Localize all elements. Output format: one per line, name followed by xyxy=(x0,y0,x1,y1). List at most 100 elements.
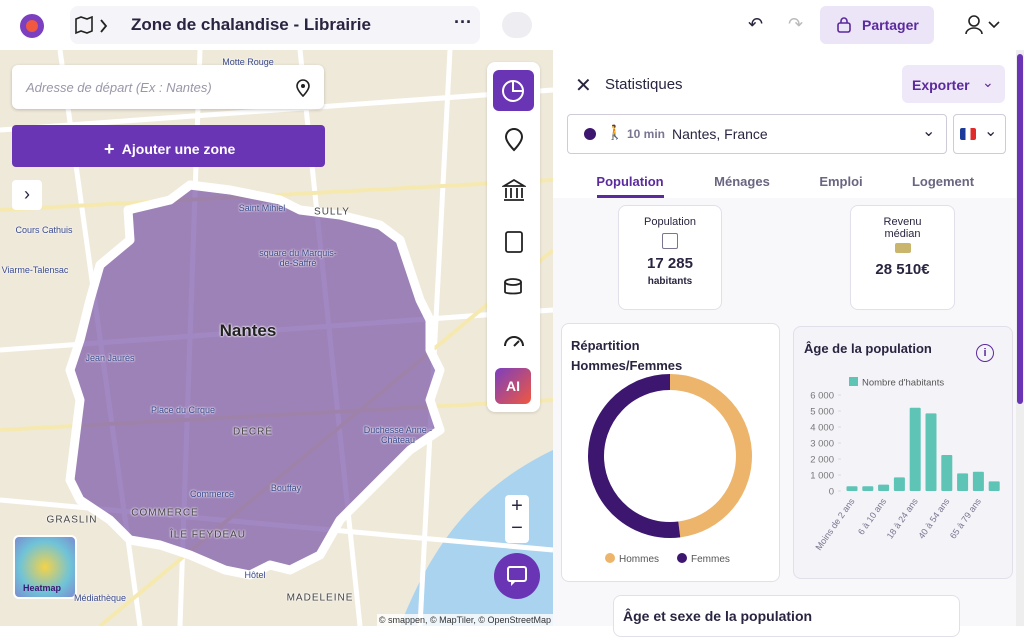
bar xyxy=(957,473,969,491)
card-value: 17 285 xyxy=(647,255,693,272)
x-tick-label: 6 à 10 ans xyxy=(856,496,889,537)
heatmap-toggle[interactable]: Heatmap xyxy=(13,535,77,599)
panel-title: Statistiques xyxy=(605,76,683,93)
card-label: Population xyxy=(644,216,696,228)
ai-tool[interactable]: AI xyxy=(495,368,531,404)
top-bar: Zone de chalandise - Librairie ··· ↶ ↷ P… xyxy=(0,0,1024,50)
country-selector[interactable]: ⌄ xyxy=(953,114,1006,154)
gender-title: Répartition Hommes/Femmes xyxy=(571,338,683,373)
x-tick-label: 65 à 79 ans xyxy=(948,496,983,541)
lock-icon xyxy=(837,17,851,33)
close-button[interactable]: ✕ xyxy=(575,75,592,97)
heatmap-label: Heatmap xyxy=(23,583,62,593)
legend-label: Hommes xyxy=(619,554,659,565)
map-label: Médiathèque xyxy=(73,593,127,603)
map-label: Jean Jaurès xyxy=(85,353,135,363)
map-label: Commerce xyxy=(189,489,235,499)
age-card: Âge de la population i Nombre d'habitant… xyxy=(793,326,1013,579)
bar xyxy=(893,477,905,491)
tab: Ménages xyxy=(714,174,770,189)
add-zone-text: Ajouter une zone xyxy=(121,141,236,157)
map-label: Nantes xyxy=(219,321,277,340)
export-caret: ⌄ xyxy=(982,74,994,90)
undo[interactable]: ↶ xyxy=(748,14,764,34)
section-title: Âge et sexe de la population xyxy=(623,608,813,624)
y-tick-label: 2 000 xyxy=(810,455,834,466)
legend-swatch xyxy=(849,377,858,386)
age-chart: Nombre d'habitants 0 1 000 2 000 3 000 4 000 5… xyxy=(810,377,1000,552)
scrollbar[interactable] xyxy=(1016,50,1024,626)
export-button[interactable]: Exporter ⌄ xyxy=(902,65,1005,103)
chat-button[interactable] xyxy=(494,553,540,599)
tab: Population xyxy=(596,174,664,189)
bar xyxy=(972,471,984,491)
user-menu[interactable] xyxy=(964,14,1004,36)
toolbar: AI xyxy=(487,62,540,412)
export-label: Exporter xyxy=(912,77,970,93)
info-icon[interactable]: i xyxy=(976,344,994,362)
population-card: Population 17 285 habitants xyxy=(618,205,722,310)
y-tick-label: 6 000 xyxy=(810,391,834,402)
donut-segment xyxy=(588,374,681,538)
age-title: Âge de la population xyxy=(804,341,932,356)
zoom-controls[interactable]: + − xyxy=(505,495,529,543)
bar xyxy=(988,481,1000,491)
pin-icon xyxy=(296,79,310,97)
map[interactable]: Adresse de départ (Ex : Nantes) + Ajoute… xyxy=(0,50,553,626)
add-zone-button[interactable]: + Ajouter une zone xyxy=(12,125,325,167)
bar xyxy=(862,486,874,491)
y-tick-label: 3 000 xyxy=(810,439,834,450)
map-label: SULLY xyxy=(314,206,350,218)
card-value: 28 510€ xyxy=(875,261,930,278)
y-tick-label: 5 000 xyxy=(810,407,834,418)
walk-icon: 🚶 xyxy=(606,124,624,140)
y-tick-label: 1 000 xyxy=(810,471,834,482)
search-box[interactable]: Adresse de départ (Ex : Nantes) xyxy=(12,65,324,109)
map-label: ÎLE FEYDEAU xyxy=(169,529,247,541)
logo xyxy=(20,14,44,38)
card-label: Revenu médian xyxy=(883,216,922,240)
card-icon xyxy=(662,233,678,249)
map-icon[interactable] xyxy=(74,16,114,36)
gender-card: Répartition Hommes/Femmes Hommes Femmes xyxy=(561,323,780,582)
map-label: MADELEINE xyxy=(286,592,354,604)
title-box xyxy=(70,6,480,44)
card-unit: habitants xyxy=(647,276,693,287)
map-label: DECRÉ xyxy=(232,426,274,438)
redo[interactable]: ↷ xyxy=(788,14,804,34)
tool-icons[interactable] xyxy=(502,128,526,388)
y-tick-label: 0 xyxy=(829,487,834,498)
y-tick-label: 4 000 xyxy=(810,423,834,434)
add-zone-label: + Ajouter une zone xyxy=(104,139,236,159)
share-button[interactable]: Partager xyxy=(820,6,934,44)
expand-button[interactable]: › xyxy=(12,180,42,210)
attribution: © smappen, © MapTiler, © OpenStreetMap xyxy=(376,614,553,626)
map-label: Cours Cathuis xyxy=(15,225,73,235)
bar xyxy=(846,486,858,491)
legend-label: Femmes xyxy=(691,554,730,565)
tab-underline xyxy=(597,195,664,198)
map-label: GRASLIN xyxy=(46,514,98,526)
share-label: Partager xyxy=(862,17,919,33)
income-card: Revenu médian 28 510€ xyxy=(850,205,955,310)
tab: Logement xyxy=(911,174,975,189)
zone-duration: 10 min xyxy=(627,127,666,141)
menu[interactable]: ··· xyxy=(454,12,472,32)
project-title[interactable]: Zone de chalandise - Librairie xyxy=(131,15,371,34)
map-label: Hôtel xyxy=(244,570,266,580)
x-tick-label: 18 à 24 ans xyxy=(885,496,920,541)
country-caret: ⌄ xyxy=(984,123,998,140)
zone-selector[interactable]: 🚶 10 min Nantes, France ⌄ xyxy=(567,114,947,154)
map-layer xyxy=(0,50,553,626)
zone-caret: ⌄ xyxy=(922,123,936,140)
flag xyxy=(960,128,976,140)
stats-tool[interactable] xyxy=(493,70,534,111)
legend-swatch xyxy=(677,553,687,563)
zone-color xyxy=(584,128,596,140)
bar xyxy=(941,455,953,491)
map-label: COMMERCE xyxy=(131,507,199,519)
x-tick-label: 40 à 54 ans xyxy=(916,496,951,541)
donut-segment xyxy=(669,374,752,538)
zone-place: Nantes, France xyxy=(672,126,768,142)
tab: Emploi xyxy=(819,174,863,189)
